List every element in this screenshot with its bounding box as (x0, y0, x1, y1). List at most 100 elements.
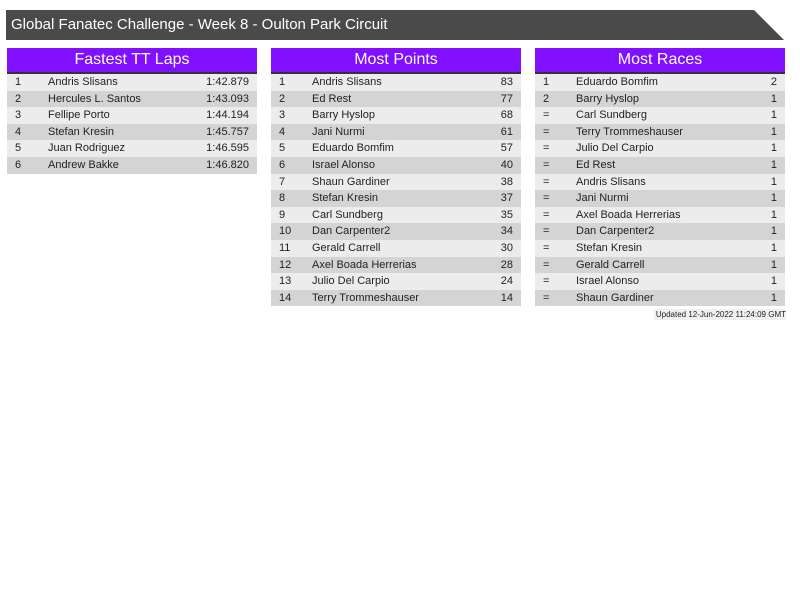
driver-name: Shaun Gardiner (576, 291, 654, 304)
updated-timestamp: Updated 12-Jun-2022 11:24:09 GMT (653, 309, 786, 320)
table-row: 13 Julio Del Carpio 24 (271, 273, 521, 290)
position: = (543, 175, 550, 188)
table-row: 7 Shaun Gardiner 38 (271, 173, 521, 191)
position: 11 (279, 241, 291, 254)
driver-name: Shaun Gardiner (312, 175, 390, 188)
value: 1 (770, 142, 777, 155)
position: = (543, 241, 550, 254)
position: 10 (279, 225, 292, 238)
table-row: = Gerald Carrell 1 (535, 256, 785, 274)
value: 1:42.879 (206, 76, 249, 88)
driver-name: Dan Carpenter2 (312, 225, 391, 238)
position: = (543, 192, 550, 205)
value: 1:46.595 (206, 142, 249, 155)
value: 28 (500, 258, 513, 271)
position: = (543, 258, 550, 271)
table-body: 1 Andris Slisans 1:42.879 2 Hercules L. … (7, 74, 257, 174)
position: 8 (279, 192, 286, 205)
table-row: 10 Dan Carpenter2 34 (271, 223, 521, 240)
table-row: 2 Barry Hyslop 1 (535, 90, 785, 108)
driver-name: Juan Rodriguez (48, 142, 126, 155)
driver-name: Israel Alonso (576, 275, 639, 288)
value: 1 (770, 275, 777, 288)
position: 5 (15, 142, 22, 155)
table-row: = Andris Slisans 1 (535, 173, 785, 191)
position: 4 (15, 125, 22, 138)
driver-name: Julio Del Carpio (576, 142, 654, 155)
value: 61 (500, 125, 513, 138)
position: = (543, 275, 550, 288)
position: 2 (543, 92, 550, 105)
table-row: 2 Hercules L. Santos 1:43.093 (7, 90, 257, 108)
driver-name: Ed Rest (312, 92, 352, 105)
value: 35 (500, 208, 513, 221)
position: 3 (15, 109, 22, 122)
position: 2 (279, 92, 286, 105)
table-row: 3 Fellipe Porto 1:44.194 (7, 107, 257, 124)
most-races-table: Most Races 1 Eduardo Bomfim 2 2 Barry Hy… (535, 48, 785, 307)
table-row: 2 Ed Rest 77 (271, 90, 521, 108)
table-row: 6 Israel Alonso 40 (271, 156, 521, 174)
value: 30 (500, 241, 513, 254)
driver-name: Eduardo Bomfim (576, 76, 658, 88)
table-row: 11 Gerald Carrell 30 (271, 239, 521, 257)
position: 3 (279, 109, 286, 122)
value: 1 (770, 225, 777, 238)
value: 1:46.820 (206, 158, 249, 171)
value: 1 (770, 208, 777, 221)
position: 6 (15, 158, 22, 171)
value: 2 (770, 76, 777, 88)
driver-name: Stefan Kresin (48, 125, 115, 138)
driver-name: Eduardo Bomfim (312, 142, 394, 155)
position: 6 (279, 158, 286, 171)
value: 14 (500, 291, 513, 304)
fastest-tt-laps-table: Fastest TT Laps 1 Andris Slisans 1:42.87… (7, 48, 257, 174)
driver-name: Barry Hyslop (312, 109, 375, 122)
position: 2 (15, 92, 22, 105)
table-row: 9 Carl Sundberg 35 (271, 206, 521, 224)
table-row: = Stefan Kresin 1 (535, 239, 785, 257)
driver-name: Gerald Carrell (312, 241, 381, 254)
driver-name: Stefan Kresin (576, 241, 643, 254)
value: 83 (500, 76, 513, 88)
position: 1 (15, 76, 22, 88)
page-title: Global Fanatec Challenge - Week 8 - Oult… (6, 10, 784, 40)
table-row: 5 Juan Rodriguez 1:46.595 (7, 140, 257, 157)
position: 4 (279, 125, 286, 138)
table-row: 4 Stefan Kresin 1:45.757 (7, 123, 257, 141)
driver-name: Hercules L. Santos (48, 92, 141, 105)
table-row: = Israel Alonso 1 (535, 273, 785, 290)
position: = (543, 142, 550, 155)
value: 1 (770, 125, 777, 138)
driver-name: Terry Trommeshauser (312, 291, 419, 304)
driver-name: Stefan Kresin (312, 192, 379, 205)
driver-name: Jani Nurmi (312, 125, 365, 138)
table-row: = Shaun Gardiner 1 (535, 289, 785, 307)
value: 57 (500, 142, 513, 155)
value: 40 (500, 158, 513, 171)
value: 1 (770, 92, 777, 105)
driver-name: Carl Sundberg (576, 109, 647, 122)
value: 38 (500, 175, 513, 188)
position: 7 (279, 175, 286, 188)
driver-name: Dan Carpenter2 (576, 225, 655, 238)
table-row: 3 Barry Hyslop 68 (271, 107, 521, 124)
table-row: = Dan Carpenter2 1 (535, 223, 785, 240)
value: 24 (500, 275, 513, 288)
driver-name: Axel Boada Herrerias (576, 208, 681, 221)
position: = (543, 291, 550, 304)
value: 1 (770, 158, 777, 171)
table-row: 6 Andrew Bakke 1:46.820 (7, 156, 257, 174)
driver-name: Ed Rest (576, 158, 616, 171)
table-row: 5 Eduardo Bomfim 57 (271, 140, 521, 157)
table-body: 1 Andris Slisans 83 2 Ed Rest 77 3 Barry… (271, 74, 521, 307)
value: 37 (500, 192, 513, 205)
driver-name: Fellipe Porto (48, 109, 110, 122)
value: 68 (500, 109, 513, 122)
table-row: 12 Axel Boada Herrerias 28 (271, 256, 521, 274)
position: 1 (279, 76, 286, 88)
table-row: = Jani Nurmi 1 (535, 190, 785, 207)
position: 1 (543, 76, 550, 88)
table-row: = Julio Del Carpio 1 (535, 140, 785, 157)
value: 1:45.757 (206, 125, 249, 138)
